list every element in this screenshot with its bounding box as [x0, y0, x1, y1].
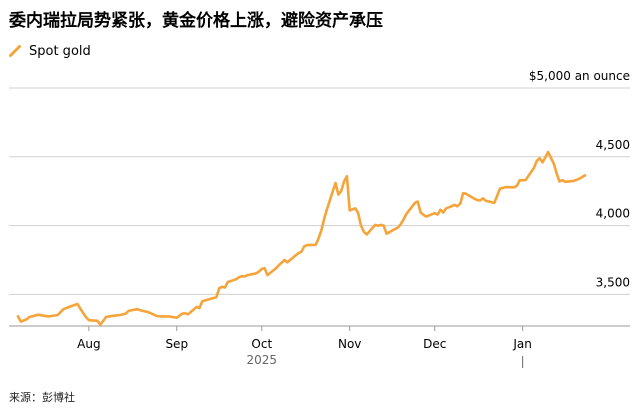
- x-tick-label: Jan: [512, 337, 532, 351]
- y-tick-label: 4,000: [596, 207, 630, 221]
- chart-title: 委内瑞拉局势紧张，黄金价格上涨，避险资产承压: [9, 11, 383, 31]
- legend: Spot gold: [9, 43, 91, 59]
- x-tick-label: Dec: [423, 337, 446, 351]
- x-tick-label: Nov: [338, 337, 361, 351]
- x-tick-label: Aug: [77, 337, 100, 351]
- x-tick-label: Sep: [165, 337, 188, 351]
- y-tick-label: 4,500: [596, 138, 630, 152]
- source-note: 来源：彭博社: [9, 391, 75, 404]
- x-axis: Aug Sep Oct Nov Dec Jan 2025: [9, 325, 630, 368]
- legend-label: Spot gold: [29, 43, 91, 59]
- series-line-spot-gold: [16, 150, 587, 326]
- y-tick-label: 3,500: [596, 275, 630, 289]
- y-tick-label: $5,000 an ounce: [529, 69, 630, 83]
- grid-lines: [9, 87, 630, 295]
- legend-swatch-icon: [9, 45, 21, 57]
- series-layer: [16, 150, 587, 326]
- y-axis-labels: $5,000 an ounce 4,500 4,000 3,500: [529, 69, 630, 289]
- x-year-label: 2025: [247, 353, 278, 367]
- x-tick-label: Oct: [251, 337, 272, 351]
